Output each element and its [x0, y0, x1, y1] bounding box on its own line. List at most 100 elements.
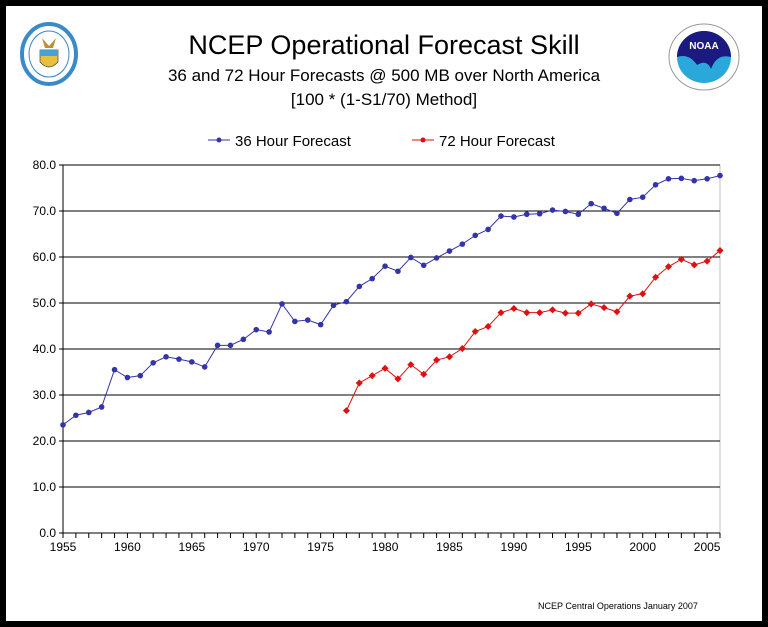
y-tick-label: 70.0 [33, 204, 57, 218]
data-point [523, 309, 531, 317]
data-point [652, 273, 660, 281]
data-point [575, 211, 582, 218]
legend-label: 72 Hour Forecast [439, 133, 556, 150]
data-point [664, 263, 673, 271]
data-point [150, 360, 156, 366]
y-tick-label: 80.0 [33, 158, 57, 172]
y-tick-label: 50.0 [33, 296, 57, 310]
chart-title: NCEP Operational Forecast Skill [188, 30, 580, 60]
legend-label: 36 Hour Forecast [235, 133, 352, 150]
data-point [356, 283, 363, 290]
data-point [471, 327, 479, 336]
data-point [214, 342, 221, 349]
data-point [485, 226, 491, 233]
y-tick-label: 60.0 [33, 250, 57, 264]
y-tick-label: 30.0 [33, 388, 57, 402]
y-tick-label: 40.0 [33, 342, 57, 356]
data-point [716, 247, 724, 255]
data-point [292, 318, 298, 325]
data-point [562, 208, 569, 215]
data-point [665, 176, 672, 182]
data-point [459, 241, 466, 247]
doc-seal-logo [20, 22, 78, 86]
data-point [446, 248, 453, 254]
data-point [330, 302, 337, 309]
data-point [369, 275, 375, 282]
data-point [498, 213, 504, 219]
y-tick-label: 20.0 [33, 434, 57, 448]
data-point [317, 321, 324, 328]
data-point [227, 342, 234, 349]
data-point [304, 317, 311, 323]
data-point [536, 210, 543, 217]
chart-subtitle: 36 and 72 Hour Forecasts @ 500 MB over N… [167, 66, 601, 85]
data-point [73, 412, 79, 419]
data-point [497, 309, 505, 317]
data-point [124, 374, 131, 381]
data-point [266, 329, 272, 335]
data-point [626, 292, 634, 300]
data-point [523, 211, 530, 218]
data-point [549, 207, 556, 213]
data-point [382, 263, 388, 270]
data-point [176, 356, 182, 362]
data-point [639, 290, 647, 298]
x-tick-label: 1960 [114, 540, 141, 554]
data-point [394, 375, 402, 383]
data-point [420, 262, 427, 269]
data-point [677, 255, 685, 263]
data-point [600, 304, 608, 312]
data-point [408, 254, 414, 261]
y-tick-label: 0.0 [39, 526, 56, 540]
x-tick-label: 2005 [694, 540, 721, 554]
data-point [98, 404, 105, 410]
data-point [587, 300, 595, 308]
series-line-36h [62, 175, 721, 426]
data-point [678, 175, 685, 182]
data-point [407, 361, 415, 369]
data-point [279, 301, 285, 307]
data-point [574, 309, 582, 317]
data-point [111, 366, 118, 373]
data-point [691, 177, 698, 184]
data-point [85, 409, 92, 416]
x-tick-label: 1980 [372, 540, 399, 554]
legend-marker [420, 137, 426, 143]
data-point [189, 359, 195, 365]
data-point [561, 309, 569, 317]
footer-credit: NCEP Central Operations January 2007 [538, 601, 698, 611]
data-point [717, 172, 723, 179]
data-point [395, 268, 401, 275]
data-point [639, 194, 646, 200]
noaa-logo: NOAA [668, 23, 740, 91]
svg-text:NOAA: NOAA [689, 41, 718, 52]
data-point [536, 309, 544, 317]
data-point [445, 353, 454, 361]
data-point [433, 356, 441, 364]
data-point [652, 181, 659, 188]
x-tick-label: 2000 [629, 540, 656, 554]
x-tick-label: 1985 [436, 540, 463, 554]
data-point [163, 354, 169, 360]
series-line-72h [345, 250, 721, 411]
data-point [704, 176, 710, 182]
x-tick-label: 1970 [243, 540, 270, 554]
data-point [588, 200, 594, 207]
x-tick-label: 1975 [307, 540, 334, 554]
data-point [240, 336, 247, 343]
data-point [253, 326, 260, 333]
data-point [510, 304, 518, 313]
data-point [690, 261, 698, 269]
data-point [613, 308, 621, 316]
data-point [420, 370, 428, 378]
data-point [201, 364, 208, 370]
data-point [614, 210, 620, 217]
data-point [511, 214, 517, 220]
data-point [342, 407, 350, 415]
data-point [472, 232, 479, 239]
data-point [433, 255, 440, 261]
data-point [627, 196, 633, 203]
data-point [548, 306, 557, 314]
y-tick-label: 10.0 [33, 480, 57, 494]
